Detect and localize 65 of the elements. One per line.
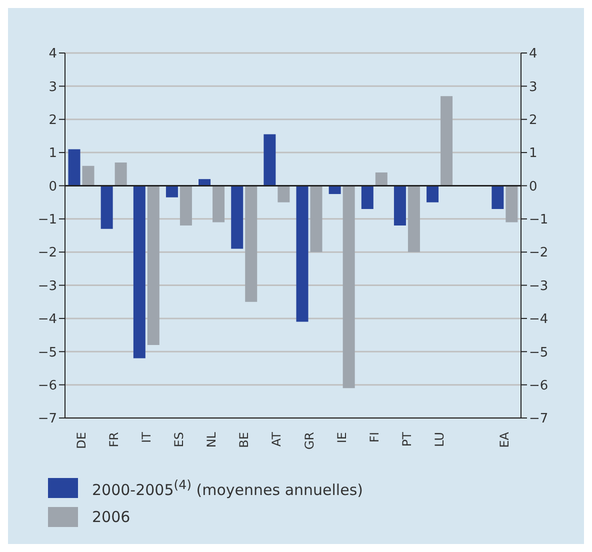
y-tick-label: 0 [48, 179, 57, 194]
bar [264, 134, 276, 186]
bar [278, 186, 290, 202]
y-tick-label: −1 [38, 212, 57, 228]
bar [180, 186, 192, 226]
y-tick-label: −5 [38, 345, 57, 360]
x-tick-label: BE [237, 432, 252, 448]
y-tick-label: −6 [38, 378, 57, 394]
bar [310, 186, 322, 252]
y2-tick-label: −4 [529, 312, 548, 328]
bar [68, 149, 80, 186]
bar [114, 162, 127, 186]
y-tick-label: 1 [48, 146, 57, 162]
y-tick-label: −7 [38, 412, 57, 427]
y2-tick-label: −6 [529, 378, 548, 394]
x-tick-label: ES [172, 432, 186, 448]
bar [506, 186, 518, 222]
bar [375, 172, 388, 186]
bar [198, 179, 211, 186]
legend-label: 2000-2005$^{(4)}$ (moyennes annuelles) [92, 477, 363, 499]
bar [361, 186, 374, 209]
bar [133, 186, 146, 358]
x-tick-label: IT [139, 431, 154, 443]
y-tick-label: 4 [48, 46, 57, 62]
y2-tick-label: −7 [529, 412, 548, 427]
bar [147, 186, 160, 345]
bar [440, 96, 453, 186]
bar [296, 186, 308, 322]
y2-tick-label: 1 [529, 146, 538, 162]
y2-tick-label: 0 [529, 179, 538, 194]
bar [166, 186, 178, 198]
y2-tick-label: 4 [529, 46, 538, 62]
x-tick-label: FI [367, 432, 382, 442]
x-tick-label: AT [270, 431, 284, 447]
x-tick-label: FR [106, 432, 121, 448]
y-tick-label: −2 [38, 246, 57, 261]
y-tick-label: −3 [38, 278, 57, 294]
x-tick-label: IE [334, 432, 349, 444]
bar [212, 186, 225, 222]
y2-tick-label: −3 [529, 278, 548, 294]
y2-tick-label: −2 [529, 246, 548, 261]
y-tick-label: 3 [48, 80, 57, 95]
bar [231, 186, 244, 249]
y2-tick-label: 2 [529, 112, 538, 128]
x-tick-label: DE [74, 432, 88, 449]
legend-label: 2006 [92, 508, 130, 526]
x-tick-label: PT [400, 431, 414, 447]
x-tick-label: NL [204, 432, 219, 448]
y-tick-label: −4 [38, 312, 57, 328]
bar [408, 186, 420, 252]
y2-tick-label: −1 [529, 212, 548, 228]
x-tick-label: LU [432, 432, 447, 447]
bar [492, 186, 504, 209]
bar [426, 186, 439, 202]
y2-tick-label: 3 [529, 80, 538, 95]
bar [245, 186, 258, 302]
bar [394, 186, 406, 226]
bar [328, 186, 341, 194]
bar [82, 166, 94, 186]
x-tick-label: EA [498, 431, 512, 448]
x-tick-label: GR [302, 432, 316, 450]
y-tick-label: 2 [48, 112, 57, 128]
bar [342, 186, 355, 388]
bar [100, 186, 113, 229]
y2-tick-label: −5 [529, 345, 548, 360]
